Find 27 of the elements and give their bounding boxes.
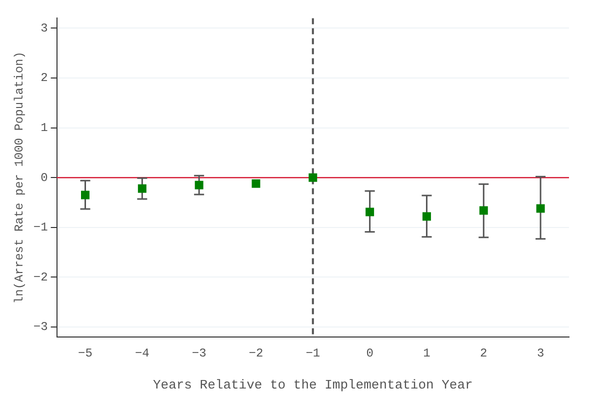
x-tick-label: −4 — [134, 346, 150, 360]
point — [138, 184, 146, 193]
y-tick-label: 3 — [40, 21, 48, 36]
x-tick-label: −1 — [306, 346, 320, 360]
y-tick-label: 2 — [40, 71, 48, 86]
x-tick-label: 3 — [536, 346, 544, 360]
point — [536, 204, 545, 213]
x-tick-label: 1 — [423, 346, 430, 360]
x-axis-title: Years Relative to the Implementation Year — [152, 378, 473, 393]
point — [194, 180, 204, 190]
y-tick-label: 1 — [40, 120, 48, 135]
x-tick-label: 0 — [366, 346, 374, 360]
y-tick-label: −1 — [33, 220, 48, 235]
y-tick-label: 0 — [40, 170, 48, 185]
point — [366, 208, 374, 216]
x-tick-label: −3 — [192, 346, 206, 360]
point — [308, 173, 318, 182]
point — [81, 190, 90, 200]
y-axis-title: ln(Arrest Rate per 1000 Population) — [12, 52, 26, 304]
point — [422, 212, 431, 221]
x-tick-label: 2 — [480, 346, 488, 360]
point — [479, 206, 488, 215]
x-tick-label: −2 — [248, 346, 264, 360]
point — [252, 179, 260, 188]
y-tick-label: −2 — [33, 270, 48, 284]
y-tick-label: −3 — [33, 320, 48, 334]
x-tick-label: −5 — [78, 346, 92, 360]
